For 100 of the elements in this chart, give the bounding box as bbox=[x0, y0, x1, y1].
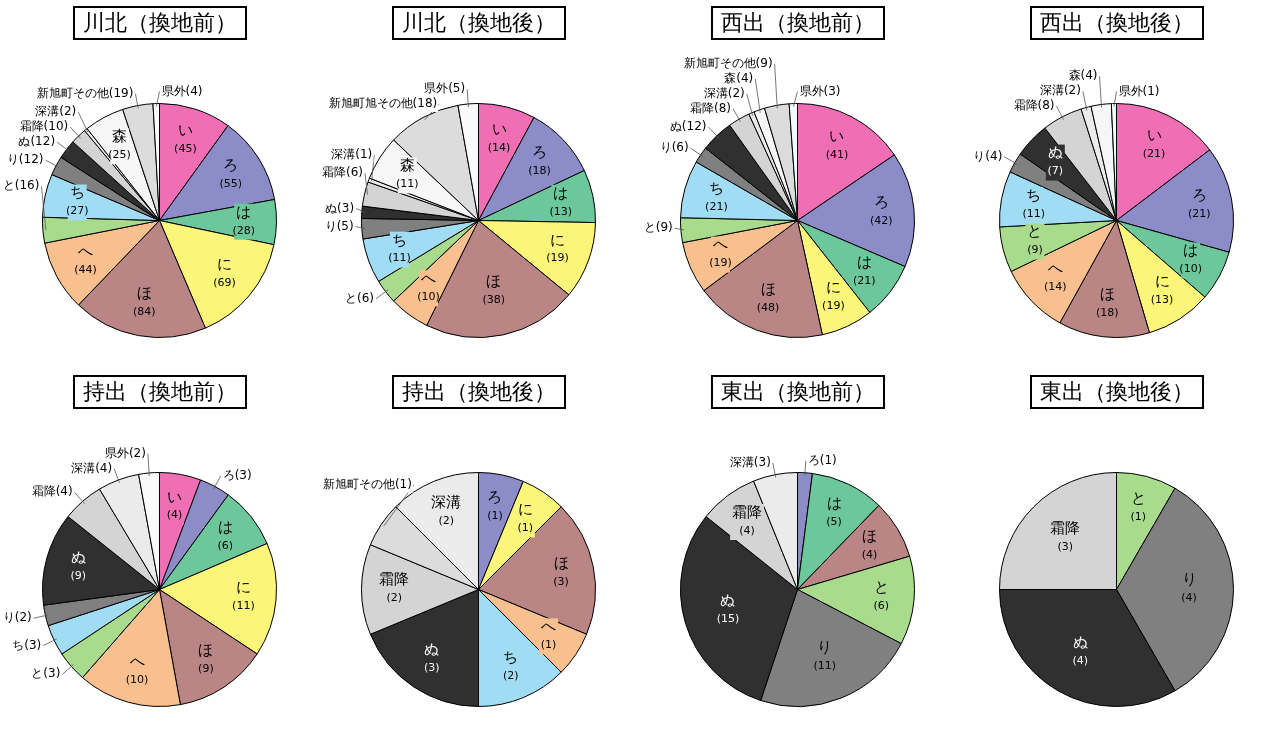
data-label: (9) bbox=[1027, 243, 1043, 257]
slice-label: へ bbox=[129, 651, 145, 670]
chart-title: 川北（換地前） bbox=[72, 6, 247, 40]
slice-label: ぬ(12) bbox=[669, 119, 707, 134]
slice-label: 霜降 bbox=[732, 502, 763, 521]
data-label: (13) bbox=[1150, 293, 1174, 307]
chart-title: 東出（換地前） bbox=[710, 375, 885, 409]
slice-label: ち bbox=[391, 230, 407, 249]
slice-label: 森 bbox=[399, 156, 415, 175]
chart-title: 西出（換地後） bbox=[1029, 6, 1204, 40]
slice-label: 霜降 bbox=[1050, 519, 1081, 538]
slice-label: と(3) bbox=[31, 666, 61, 681]
slice-label: ほ bbox=[862, 526, 878, 545]
data-label: (10) bbox=[125, 672, 149, 686]
chart-title: 川北（換地後） bbox=[391, 6, 566, 40]
data-label: (38) bbox=[482, 293, 506, 307]
chart-title: 東出（換地後） bbox=[1029, 375, 1204, 409]
slice-label: ろ bbox=[487, 487, 503, 506]
slice-label: 新旭町その他(1) bbox=[322, 476, 412, 491]
slice-label: ろ(1) bbox=[807, 452, 837, 467]
slice-label: 深溝 bbox=[431, 492, 462, 511]
slice-label: 県外(4) bbox=[161, 83, 203, 98]
data-label: (25) bbox=[108, 148, 131, 162]
data-label: (5) bbox=[826, 515, 842, 529]
slice-label: ろ bbox=[873, 193, 889, 212]
slice-label: ほ bbox=[760, 280, 776, 299]
data-label: (1) bbox=[540, 638, 557, 652]
slice-label: ぬ bbox=[720, 591, 736, 610]
data-label: (19) bbox=[546, 251, 569, 265]
slice-label: ほ bbox=[1099, 285, 1115, 304]
data-label: (3) bbox=[553, 574, 569, 588]
data-label: (1) bbox=[517, 521, 534, 535]
slice-label: と bbox=[1130, 489, 1146, 508]
slice-label: に bbox=[1154, 272, 1170, 291]
slice-label: 県外(2) bbox=[104, 445, 146, 460]
slice-label: ち(3) bbox=[12, 637, 42, 652]
data-label: (11) bbox=[388, 251, 411, 265]
data-label: (21) bbox=[1187, 206, 1211, 220]
slice-label: り bbox=[1181, 570, 1197, 589]
slice-label: 県外(5) bbox=[424, 81, 466, 96]
slice-label: ろ bbox=[223, 156, 239, 175]
slice-label: 霜降(4) bbox=[31, 484, 73, 499]
slice-label: 新旭町旭その他(18) bbox=[328, 96, 438, 111]
data-label: (4) bbox=[861, 547, 878, 561]
slice-label: い bbox=[177, 121, 193, 140]
data-label: (10) bbox=[1179, 262, 1202, 276]
slice-label: 新旭町その他(9) bbox=[683, 55, 773, 70]
slice-label: り(4) bbox=[973, 148, 1003, 163]
slice-label: ぬ bbox=[424, 640, 440, 659]
data-label: (18) bbox=[528, 164, 551, 178]
slice-label: と bbox=[1027, 222, 1043, 241]
slice-label: は bbox=[553, 183, 569, 202]
data-label: (4) bbox=[739, 523, 755, 537]
data-label: (45) bbox=[174, 142, 197, 156]
slice-label: へ bbox=[541, 617, 557, 636]
slice-label: ち bbox=[708, 178, 724, 197]
slice-label: 深溝(3) bbox=[729, 455, 771, 469]
slice-label: 森 bbox=[112, 127, 128, 146]
slice-label: い bbox=[167, 487, 183, 506]
slice-label: 森(4) bbox=[724, 70, 754, 85]
slice-label: い bbox=[829, 126, 845, 145]
slice-label: い bbox=[1146, 125, 1162, 144]
slice-label: ぬ bbox=[70, 547, 86, 566]
slice-label: 新旭町その他(19) bbox=[36, 85, 134, 100]
data-label: (18) bbox=[1095, 306, 1119, 320]
slice-label: は bbox=[1183, 241, 1199, 260]
slice-label: り(2) bbox=[2, 610, 32, 625]
slice-label: ほ bbox=[486, 272, 502, 291]
slice-label: ろ bbox=[1191, 185, 1207, 204]
slice-label: 森(4) bbox=[1068, 68, 1098, 83]
slice-label: と(6) bbox=[345, 291, 375, 305]
slice-label: に bbox=[235, 577, 251, 596]
data-label: (9) bbox=[198, 661, 214, 675]
data-label: (69) bbox=[213, 275, 236, 289]
slice-label: は bbox=[217, 517, 233, 536]
slice-label: ろ(3) bbox=[222, 468, 252, 483]
chart-title: 西出（換地前） bbox=[710, 6, 885, 40]
data-label: (3) bbox=[423, 661, 440, 675]
slice-label: 県外(3) bbox=[799, 83, 841, 98]
slice-label: に bbox=[217, 254, 233, 273]
slice-label: い bbox=[491, 119, 507, 138]
data-label: (4) bbox=[1072, 654, 1089, 668]
slice-label: に bbox=[517, 500, 533, 519]
chart-title: 持出（換地前） bbox=[72, 375, 247, 409]
data-label: (84) bbox=[133, 305, 156, 319]
slice-label: 霜降(8) bbox=[1013, 98, 1055, 113]
slice-label: へ bbox=[78, 241, 94, 260]
slice-label: り bbox=[817, 637, 833, 656]
data-label: (2) bbox=[438, 513, 455, 527]
data-label: (55) bbox=[219, 177, 243, 191]
data-label: (21) bbox=[853, 273, 876, 287]
slice-label: と(16) bbox=[2, 178, 40, 193]
slice-label: ろ bbox=[532, 143, 548, 162]
data-label: (19) bbox=[822, 298, 845, 312]
slice-label: 深溝(2) bbox=[703, 85, 745, 100]
slice-label: ぬ(12) bbox=[18, 134, 56, 149]
data-label: (42) bbox=[870, 214, 893, 228]
slice-label: と bbox=[873, 578, 889, 597]
data-label: (44) bbox=[74, 262, 97, 276]
data-label: (11) bbox=[1022, 206, 1046, 220]
